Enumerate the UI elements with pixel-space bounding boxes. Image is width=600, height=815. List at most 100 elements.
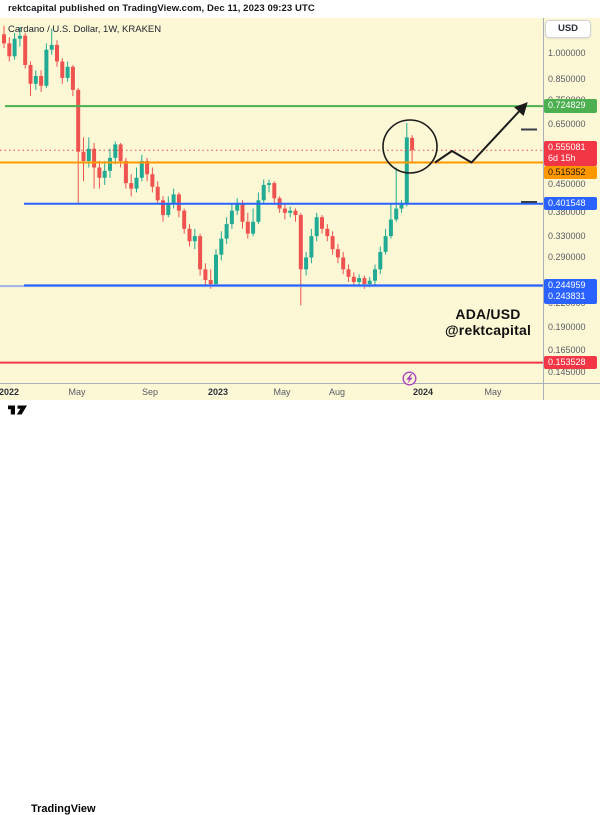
price-badge: 0.555081 6d 15h <box>544 140 597 166</box>
candle-body <box>261 184 266 201</box>
candle-body <box>388 219 393 237</box>
price-badge: 0.515352 <box>544 165 597 180</box>
candle-body <box>86 148 91 162</box>
candle-body <box>39 76 44 86</box>
candle-body <box>394 208 399 220</box>
candle-body <box>367 280 372 285</box>
candle-body <box>325 228 330 237</box>
watermark: ADA/USD @rektcapital <box>440 306 536 338</box>
time-tick-label: May <box>484 387 502 397</box>
candle-body <box>214 254 218 285</box>
time-tick-label: 2022 <box>0 387 20 397</box>
price-tick-label: 0.330000 <box>548 230 586 241</box>
candle-body <box>23 35 28 65</box>
candle-body <box>341 257 346 270</box>
publish-info-text: rektcapital published on TradingView.com… <box>8 3 315 14</box>
candle-body <box>298 215 303 270</box>
candle-body <box>171 194 176 205</box>
candle-body <box>404 137 409 204</box>
candle-body <box>161 200 165 216</box>
chart-pane[interactable] <box>0 18 600 400</box>
symbol-title[interactable]: Cardano / U.S. Dollar, 1W, KRAKEN <box>8 24 162 35</box>
candle-body <box>60 61 65 78</box>
candle-body <box>134 177 139 189</box>
candle-body <box>187 228 192 242</box>
price-tick-label: 0.145000 <box>548 366 586 377</box>
horizontal-lines-layer[interactable] <box>0 105 544 364</box>
candle-body <box>383 236 388 252</box>
drawings-layer[interactable] <box>0 18 600 400</box>
arrow-drawing[interactable] <box>434 102 528 164</box>
candle-body <box>304 257 309 270</box>
price-tick-label: 0.850000 <box>548 74 586 85</box>
candle-body <box>2 34 6 44</box>
candle-body <box>55 44 59 62</box>
candle-body <box>378 251 383 270</box>
candle-body <box>28 64 33 84</box>
candle-body <box>410 137 415 151</box>
candle-body <box>256 200 261 222</box>
candle-body <box>251 221 256 234</box>
candle-body <box>12 38 17 57</box>
candle-body <box>81 151 86 162</box>
price-badge: 0.244959 0.243831 <box>544 278 597 304</box>
candle-body <box>139 161 144 178</box>
publish-bar: rektcapital published on TradingView.com… <box>0 0 600 18</box>
candle-body <box>49 44 54 50</box>
candle-body <box>145 161 150 175</box>
candle-body <box>229 210 234 225</box>
watermark-symbol: ADA/USD <box>455 306 521 322</box>
candle-body <box>267 183 271 185</box>
candle-body <box>330 236 335 250</box>
time-tick-label: May <box>273 387 291 397</box>
candle-body <box>102 170 107 178</box>
candle-body <box>235 204 240 211</box>
price-tick-label: 0.450000 <box>548 179 586 190</box>
price-tick-label: 0.165000 <box>548 345 586 356</box>
time-tick-label: May <box>68 387 86 397</box>
chart-canvas[interactable] <box>0 0 600 425</box>
candle-body <box>65 66 70 78</box>
candle-body <box>240 204 245 222</box>
candle-body <box>7 43 12 57</box>
candle-body <box>166 204 171 216</box>
tradingview-logo-text[interactable]: TradingView <box>31 803 96 815</box>
candle-body <box>362 278 367 285</box>
candle-body <box>70 66 75 90</box>
candle-body <box>198 236 203 270</box>
candle-body <box>245 221 250 234</box>
time-tick-label: 2023 <box>207 387 229 397</box>
price-tick-label: 0.290000 <box>548 251 586 262</box>
candle-body <box>176 194 181 211</box>
candle-body <box>320 217 324 229</box>
ellipse-drawing[interactable] <box>382 119 438 174</box>
candles-layer <box>2 25 415 306</box>
candle-body <box>97 167 102 178</box>
candle-body <box>272 183 277 199</box>
time-axis[interactable] <box>0 383 600 400</box>
time-tick-label: Aug <box>328 387 346 397</box>
candle-body <box>192 236 197 242</box>
candle-body <box>282 208 287 213</box>
candle-body <box>373 269 377 281</box>
candle-body <box>129 183 134 189</box>
candle-body <box>150 174 155 187</box>
candle-body <box>108 157 112 171</box>
candle-body <box>33 76 38 84</box>
candle-body <box>357 278 362 283</box>
candle-body <box>219 238 224 255</box>
candle-body <box>288 210 293 213</box>
candle-body <box>224 224 229 239</box>
lightning-bolt-glyph <box>406 373 413 384</box>
currency-toggle-button[interactable]: USD <box>545 20 591 38</box>
price-badge: 0.724829 <box>544 99 597 113</box>
candle-body <box>346 269 351 277</box>
candle-body <box>92 148 97 168</box>
price-badge: 0.153528 <box>544 355 597 370</box>
candle-body <box>203 269 208 281</box>
candle-body <box>113 144 118 158</box>
time-tick-label: Sep <box>141 387 159 397</box>
price-tick-label: 1.000000 <box>548 47 586 58</box>
price-tick-label: 0.190000 <box>548 321 586 332</box>
